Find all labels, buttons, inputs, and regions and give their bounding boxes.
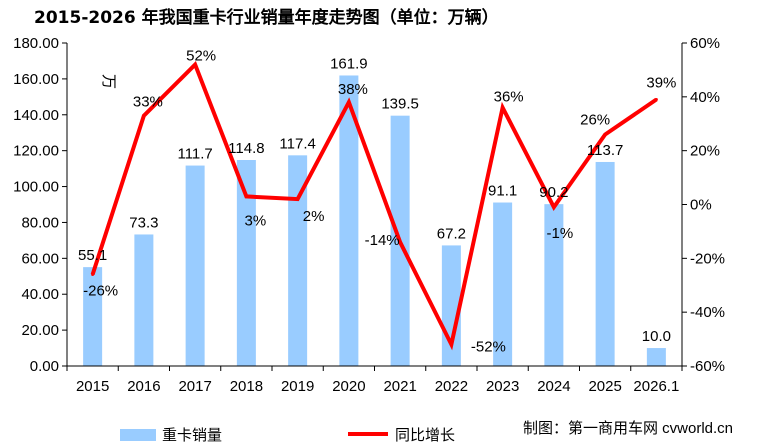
left-tick-label: 160.00 [13,71,59,88]
line-point [654,98,658,102]
growth-value-label: -52% [471,338,506,355]
left-tick-label: 40.00 [21,286,59,303]
legend-swatch-bar [120,429,156,441]
bar [595,161,615,366]
bar-value-label: 117.4 [279,135,315,152]
bar [646,348,666,366]
bar-value-label: 113.7 [587,142,623,159]
growth-value-label: 36% [494,89,524,106]
credit-text: 制图：第一商用车网 cvworld.cn [523,419,733,437]
bar-value-label: 90.2 [539,184,568,201]
growth-value-label: 52% [186,48,216,65]
x-tick-label: 2020 [332,378,365,395]
bar-value-label: 111.7 [177,146,212,163]
line-point [193,63,197,67]
left-tick-label: 120.00 [13,143,59,160]
x-tick-label: 2019 [281,378,314,395]
bar-value-label: 67.2 [437,225,466,242]
growth-value-label: 26% [580,112,610,129]
bar [493,202,513,366]
x-tick-label: 2025 [588,378,621,395]
growth-value-label: 38% [338,81,368,98]
left-axis-unit: 万 [100,74,117,89]
x-tick-label: 2022 [435,378,468,395]
growth-value-label: -1% [547,225,574,242]
left-tick-label: 60.00 [21,250,59,267]
line-point [552,205,556,209]
data-labels: 55.1 73.3 111.7 114.8 117.4 161.9 139.5 67.2 91.… [78,48,676,356]
bar [134,234,154,366]
left-tick-label: 100.00 [13,179,59,196]
line-point [244,194,248,198]
x-tick-label: 2017 [178,378,211,395]
right-tick-label: 60% [690,35,720,52]
growth-value-label: 39% [646,75,676,92]
left-tick-label: 80.00 [21,214,59,231]
line-point [501,106,505,110]
right-tick-label: 40% [690,89,720,106]
bar [83,267,103,366]
line-point [91,272,95,276]
bar-value-label: 161.9 [330,55,368,72]
x-tick-label: 2018 [230,378,263,395]
x-tick-label: 2024 [537,378,570,395]
bar-series [83,75,666,367]
left-tick-label: 20.00 [21,322,59,339]
left-tick-label: 180.00 [13,35,59,52]
right-tick-label: 20% [690,143,720,160]
growth-value-label: 2% [303,208,325,225]
line-point [296,197,300,201]
bar-value-label: 91.1 [488,183,517,200]
bar [288,155,308,366]
growth-value-label: 3% [245,212,267,229]
line-series [90,60,658,351]
growth-value-label: -26% [83,282,118,299]
bar [339,75,359,367]
x-tick-label: 2026.1 [633,378,679,395]
bar [544,204,564,366]
right-tick-label: -40% [690,304,725,321]
x-tick-label: 2021 [383,378,416,395]
legend: 重卡销量 同比增长 [120,427,455,444]
growth-value-label: 33% [133,94,163,111]
legend-label-line: 同比增长 [395,427,455,444]
axes: 0.00 20.00 40.00 60.00 80.00 100.00 120.00 140.… [13,35,725,395]
line-point [449,342,453,346]
right-tick-label: 0% [690,197,712,214]
bar-value-label: 55.1 [78,247,107,264]
bar-value-label: 114.8 [228,140,264,157]
x-tick-label: 2023 [486,378,519,395]
x-tick-label: 2015 [76,378,109,395]
right-tick-label: -60% [690,358,725,375]
x-tick-label: 2016 [127,378,160,395]
line-point [603,133,607,137]
bar-value-label: 139.5 [381,96,419,113]
bar [236,159,256,366]
line-point [347,100,351,104]
left-tick-label: 140.00 [13,107,59,124]
bar-value-label: 10.0 [642,328,671,345]
growth-line [90,60,658,351]
bar-value-label: 73.3 [129,214,158,231]
right-tick-label: -20% [690,250,725,267]
growth-value-label: -14% [365,232,400,249]
line-point [142,114,146,118]
left-tick-label: 0.00 [30,358,59,375]
legend-label-bar: 重卡销量 [162,427,222,444]
line-point [398,240,402,244]
bar [185,165,205,366]
chart-title: 2015-2026 年我国重卡行业销量年度走势图（单位：万辆） [34,7,499,28]
